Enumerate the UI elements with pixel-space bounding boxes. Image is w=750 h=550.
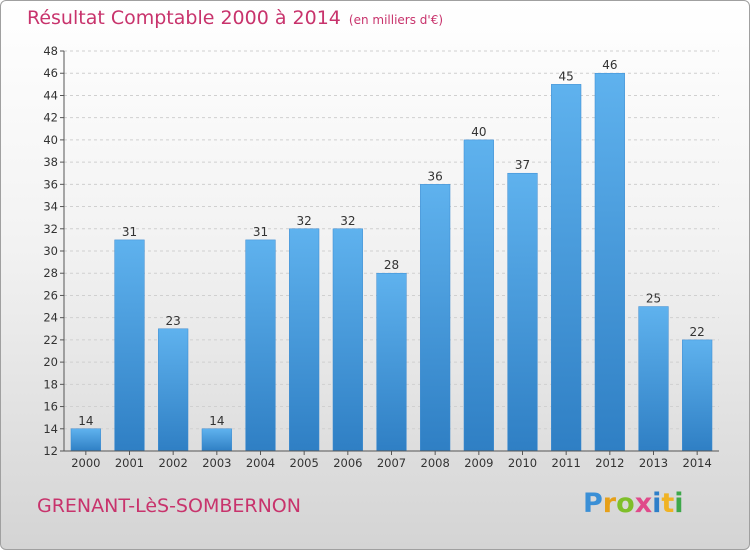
bar-2007 [376, 272, 407, 452]
bar-2011 [551, 84, 582, 452]
y-tick-label: 16 [43, 400, 58, 414]
x-tick-label: 2001 [115, 456, 144, 470]
y-tick-label: 46 [43, 66, 58, 80]
logo-letter: o [616, 488, 635, 519]
y-tick-label: 24 [43, 311, 58, 325]
y-tick-label: 18 [43, 377, 58, 391]
y-tick-label: 48 [43, 44, 58, 58]
y-axis: 12 14 16 18 20 22 24 26 28 30 32 34 36 38 40 42 44 46 48 [43, 44, 65, 458]
x-tick-label: 2009 [464, 456, 493, 470]
data-label: 25 [646, 292, 661, 306]
logo-letter: i [652, 488, 662, 519]
y-tick-label: 26 [43, 288, 58, 302]
bar-2009 [463, 139, 494, 452]
y-tick-label: 38 [43, 155, 58, 169]
y-tick-label: 44 [43, 88, 58, 102]
x-tick-label: 2008 [421, 456, 450, 470]
bar-2001 [114, 239, 145, 452]
bar-2000 [70, 428, 101, 452]
x-tick-label: 2011 [552, 456, 581, 470]
logo-letter: i [674, 488, 684, 519]
data-label: 32 [297, 214, 312, 228]
x-tick-label: 2013 [639, 456, 668, 470]
y-tick-label: 36 [43, 177, 58, 191]
data-label: 28 [384, 258, 399, 272]
x-tick-label: 2012 [595, 456, 624, 470]
chart-title: Résultat Comptable 2000 à 2014 (en millie… [27, 7, 443, 29]
x-tick-label: 2005 [290, 456, 319, 470]
data-label: 36 [428, 169, 443, 183]
data-label: 14 [209, 414, 224, 428]
data-label: 31 [122, 225, 137, 239]
bars: 14 31 23 14 31 32 32 28 36 40 37 45 46 25 22 [70, 58, 713, 452]
x-tick-label: 2003 [202, 456, 231, 470]
y-tick-label: 22 [43, 333, 58, 347]
bar-2003 [201, 428, 232, 452]
bar-2012 [594, 72, 625, 452]
data-label: 31 [253, 225, 268, 239]
chart-unit: (en milliers d'€) [348, 13, 444, 27]
y-tick-label: 34 [43, 200, 58, 214]
data-label: 46 [602, 58, 617, 72]
x-tick-label: 2014 [683, 456, 712, 470]
y-tick-label: 42 [43, 111, 58, 125]
bar-2013 [638, 306, 669, 452]
logo-letter: x [634, 488, 653, 519]
location-name: GRENANT-LèS-SOMBERNON [37, 495, 301, 517]
y-tick-label: 28 [43, 266, 58, 280]
y-tick-label: 32 [43, 222, 58, 236]
data-label: 45 [559, 69, 574, 83]
data-label: 23 [166, 314, 181, 328]
bar-2002 [158, 328, 189, 452]
y-tick-label: 40 [43, 133, 58, 147]
x-tick-label: 2002 [159, 456, 188, 470]
bar-2014 [682, 339, 713, 452]
data-label: 22 [690, 325, 705, 339]
chart-title-text: Résultat Comptable 2000 à 2014 [27, 7, 341, 29]
x-axis: 2000 2001 2002 2003 2004 2005 2006 2007 2008 2009… [64, 450, 719, 470]
data-label: 32 [340, 214, 355, 228]
bar-2010 [507, 172, 538, 452]
bar-2006 [332, 228, 363, 452]
x-tick-label: 2010 [508, 456, 537, 470]
bar-2004 [245, 239, 276, 452]
x-tick-label: 2000 [71, 456, 100, 470]
bar-2008 [420, 184, 451, 452]
bar-2005 [289, 228, 320, 452]
proxiti-logo: Proxiti [583, 488, 684, 519]
logo-letter: t [661, 488, 675, 519]
y-tick-label: 20 [43, 355, 58, 369]
x-tick-label: 2006 [333, 456, 362, 470]
data-label: 37 [515, 158, 530, 172]
y-tick-label: 12 [43, 444, 58, 458]
data-label: 14 [78, 414, 93, 428]
logo-letter: P [583, 488, 603, 519]
logo-letter: r [602, 488, 617, 519]
y-tick-label: 30 [43, 244, 58, 258]
y-tick-label: 14 [43, 422, 58, 436]
x-tick-label: 2007 [377, 456, 406, 470]
x-tick-label: 2004 [246, 456, 275, 470]
data-label: 40 [471, 125, 486, 139]
